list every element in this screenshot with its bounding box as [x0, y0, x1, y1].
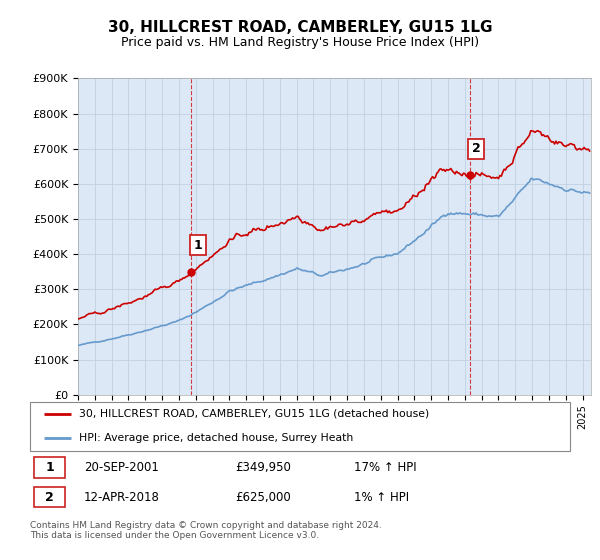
- Text: £625,000: £625,000: [235, 491, 291, 503]
- Text: 1: 1: [45, 461, 54, 474]
- Text: 30, HILLCREST ROAD, CAMBERLEY, GU15 1LG (detached house): 30, HILLCREST ROAD, CAMBERLEY, GU15 1LG …: [79, 409, 429, 419]
- Text: 2: 2: [472, 142, 481, 155]
- Text: 17% ↑ HPI: 17% ↑ HPI: [354, 461, 416, 474]
- Text: HPI: Average price, detached house, Surrey Heath: HPI: Average price, detached house, Surr…: [79, 433, 353, 444]
- Text: 1% ↑ HPI: 1% ↑ HPI: [354, 491, 409, 503]
- Text: 20-SEP-2001: 20-SEP-2001: [84, 461, 159, 474]
- Text: Contains HM Land Registry data © Crown copyright and database right 2024.
This d: Contains HM Land Registry data © Crown c…: [30, 521, 382, 540]
- FancyBboxPatch shape: [34, 487, 65, 507]
- Text: Price paid vs. HM Land Registry's House Price Index (HPI): Price paid vs. HM Land Registry's House …: [121, 36, 479, 49]
- FancyBboxPatch shape: [34, 458, 65, 478]
- Text: 1: 1: [193, 239, 202, 252]
- Text: £349,950: £349,950: [235, 461, 291, 474]
- Text: 30, HILLCREST ROAD, CAMBERLEY, GU15 1LG: 30, HILLCREST ROAD, CAMBERLEY, GU15 1LG: [108, 20, 492, 35]
- Text: 2: 2: [45, 491, 54, 503]
- Text: 12-APR-2018: 12-APR-2018: [84, 491, 160, 503]
